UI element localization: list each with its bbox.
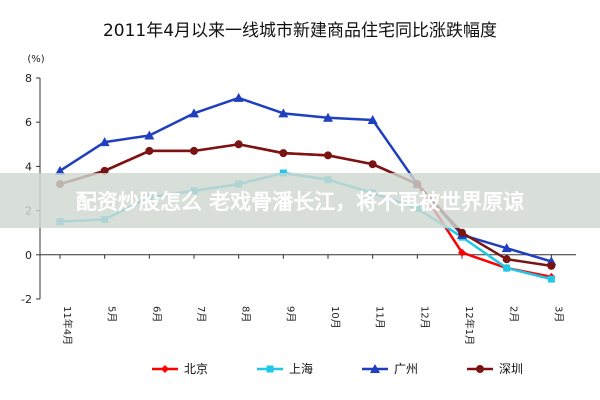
x-tick-label: 3月 <box>552 306 564 322</box>
legend-marker <box>161 365 169 373</box>
data-point <box>100 166 109 175</box>
data-point <box>190 146 198 155</box>
data-point <box>368 160 377 169</box>
data-point <box>323 112 333 122</box>
y-axis-unit-label: (%) <box>27 54 44 65</box>
legend-label: 北京 <box>184 362 208 376</box>
legend-marker <box>370 364 380 373</box>
legend-label: 广州 <box>394 362 418 376</box>
data-point <box>189 108 199 118</box>
legend-marker <box>476 365 484 373</box>
axes: -20246811年4月5月6月7月8月9月10月11月12月12年1月2月3月 <box>21 72 576 345</box>
y-tick-label: 8 <box>25 72 32 85</box>
y-tick-label: 6 <box>25 116 32 129</box>
x-tick-label: 7月 <box>195 306 207 322</box>
series-line <box>59 143 552 268</box>
x-tick-label: 11月 <box>374 306 386 329</box>
data-point <box>99 137 110 147</box>
data-point <box>233 92 244 102</box>
x-tick-label: 11年4月 <box>61 306 74 345</box>
y-tick-label: 4 <box>25 160 32 173</box>
legend-item: 北京 <box>152 362 208 376</box>
x-tick-label: 2月 <box>508 306 520 322</box>
x-tick-label: 6月 <box>150 306 162 322</box>
x-tick-label: 8月 <box>240 306 252 322</box>
data-point <box>144 130 155 140</box>
watermark-banner-layer: 配资炒股怎么 老戏骨潘长江，将不再被世界原谅 <box>0 173 600 228</box>
data-point <box>55 165 65 175</box>
watermark-banner-text: 配资炒股怎么 老戏骨潘长江，将不再被世界原谅 <box>76 190 524 214</box>
x-tick-label: 12年1月 <box>463 306 476 345</box>
legend-item: 广州 <box>362 362 418 376</box>
data-point <box>145 146 154 155</box>
data-point <box>367 114 378 124</box>
data-point <box>324 151 332 160</box>
y-tick-label: -2 <box>21 293 32 306</box>
x-tick-label: 5月 <box>106 306 118 322</box>
legend-item: 深圳 <box>467 362 523 376</box>
data-point <box>502 255 511 264</box>
data-point <box>234 140 243 149</box>
data-point <box>501 243 512 253</box>
data-point <box>547 275 555 283</box>
legend-label: 上海 <box>289 361 313 376</box>
legend-marker <box>266 365 274 373</box>
data-point <box>458 228 466 237</box>
x-tick-label: 10月 <box>329 306 341 329</box>
data-point <box>503 264 511 272</box>
watermark-banner <box>0 173 600 228</box>
y-tick-label: 0 <box>25 249 32 262</box>
legend-item: 上海 <box>257 361 313 376</box>
legend: 北京 上海 广州 深圳 <box>152 361 523 376</box>
x-tick-label: 9月 <box>284 306 296 322</box>
data-point <box>458 248 466 257</box>
chart-title: 2011年4月以来一线城市新建商品住宅同比涨跌幅度 <box>103 21 497 41</box>
legend-label: 深圳 <box>499 362 523 376</box>
data-point <box>279 149 288 158</box>
data-point <box>547 261 556 270</box>
data-point <box>278 108 289 118</box>
x-tick-label: 12月 <box>418 306 430 329</box>
